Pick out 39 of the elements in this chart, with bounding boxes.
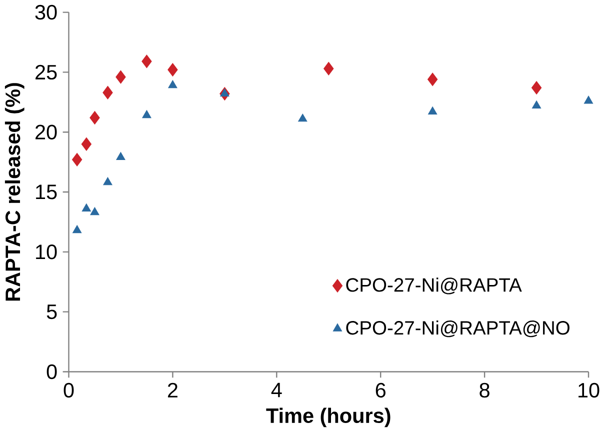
y-axis-title: RAPTA-C released (%) — [4, 83, 24, 301]
point — [116, 70, 126, 84]
x-axis-title: Time (hours) — [266, 408, 390, 428]
legend-label: CPO-27-Ni@RAPTA@NO — [346, 320, 570, 338]
point — [584, 96, 594, 104]
x-tick-label: 2 — [168, 382, 178, 398]
point — [142, 110, 152, 118]
y-tick-label: 15 — [36, 184, 57, 200]
y-tick-label: 0 — [46, 364, 57, 380]
point — [220, 88, 230, 96]
point — [168, 63, 178, 76]
x-tick-label: 8 — [480, 382, 490, 398]
point — [298, 114, 308, 122]
point — [324, 62, 334, 76]
point — [532, 100, 542, 108]
point — [168, 80, 178, 88]
point — [90, 207, 100, 216]
point — [142, 54, 152, 68]
point — [103, 177, 112, 186]
y-tick-label: 10 — [36, 244, 57, 260]
point — [102, 86, 113, 100]
point — [90, 111, 100, 124]
x-tick-label: 4 — [271, 382, 282, 398]
x-tick-label: 6 — [376, 382, 386, 398]
y-tick-label: 5 — [46, 304, 57, 320]
point — [428, 72, 438, 86]
point — [82, 204, 91, 212]
x-tick-label: 0 — [64, 382, 74, 398]
point — [531, 81, 542, 94]
point — [428, 106, 438, 114]
point — [116, 152, 126, 160]
point — [72, 225, 82, 234]
point — [81, 137, 92, 151]
y-tick-label: 30 — [35, 4, 57, 20]
x-tick-label: 10 — [578, 382, 600, 398]
point — [72, 152, 82, 166]
y-tick-label: 20 — [36, 124, 57, 140]
legend-label: CPO-27-Ni@RAPTA — [346, 278, 522, 294]
y-tick-label: 25 — [36, 64, 57, 80]
